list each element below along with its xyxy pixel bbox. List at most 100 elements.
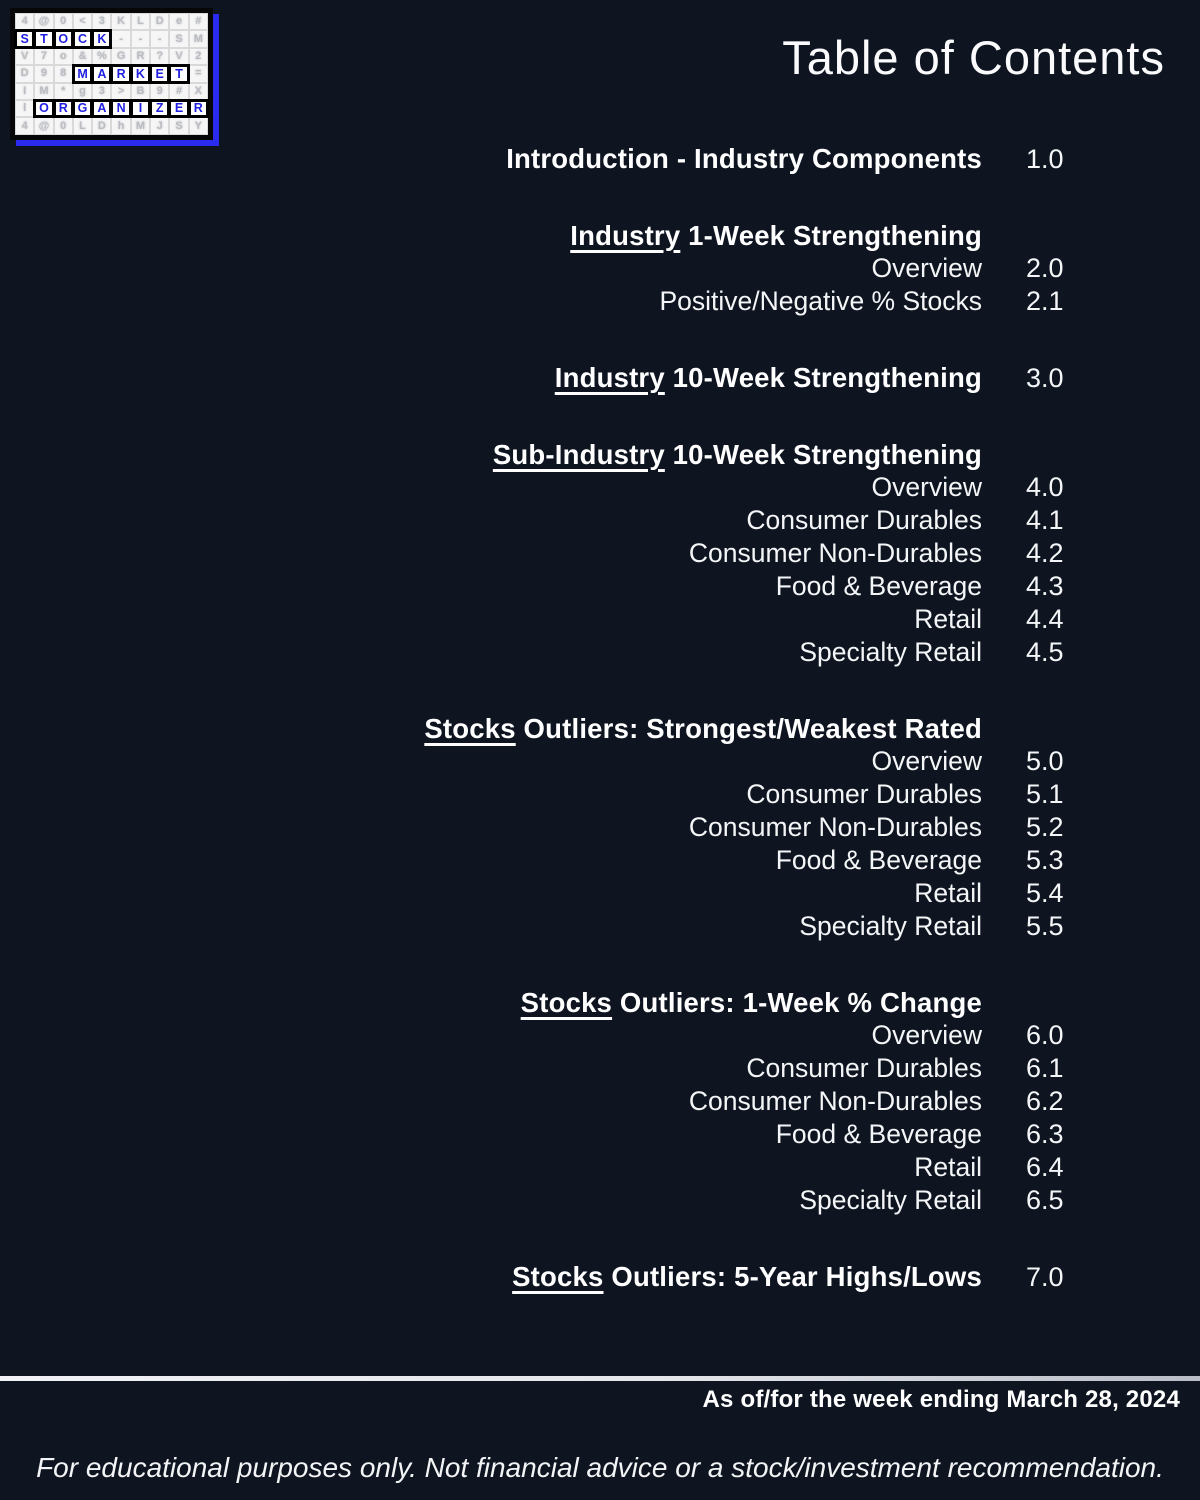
toc-page-number: 5.1 xyxy=(1026,779,1064,809)
toc-page-number: 4.1 xyxy=(1026,505,1064,535)
logo-bg-cell: V xyxy=(16,48,34,65)
logo-bg-cell: 4 xyxy=(16,118,34,134)
logo-bg-cell: L xyxy=(73,118,92,134)
logo-letter-cell: Z xyxy=(149,98,171,119)
toc-heading-underlined-word: Industry xyxy=(570,220,681,251)
logo-bg-cell: l xyxy=(16,100,34,117)
logo-bg-cell: G xyxy=(112,48,130,65)
logo-bg-cell: 9 xyxy=(35,66,53,82)
logo-letter-cell: R xyxy=(187,98,210,119)
toc: Introduction - Industry Components 1.0 Ind… xyxy=(0,142,1065,1294)
logo-bg-cell: 3 xyxy=(93,14,111,30)
logo-bg-cell: I xyxy=(16,83,34,99)
toc-item-label: Consumer Durables xyxy=(746,1053,982,1083)
toc-item: Consumer Non-Durables 6.2 xyxy=(0,1085,1065,1118)
logo-bg-cell: 9 xyxy=(151,83,169,99)
toc-item: Consumer Non-Durables 5.2 xyxy=(0,811,1065,844)
toc-heading-label: Stocks Outliers: 5-Year Highs/Lows xyxy=(0,1260,982,1293)
logo-letter-cell: G xyxy=(71,98,94,119)
toc-heading-label: Sub-Industry 10-Week Strengthening xyxy=(0,438,982,471)
toc-page-number: 4.4 xyxy=(1026,604,1064,634)
toc-item: Food & Beverage 5.3 xyxy=(0,844,1065,877)
logo-letter-cell: C xyxy=(71,29,94,49)
logo-bg-cell: D xyxy=(16,66,34,82)
toc-section-heading: Industry 1-Week Strengthening xyxy=(0,219,1065,252)
logo-letter-cell: A xyxy=(91,64,113,84)
logo-bg-cell: # xyxy=(170,83,188,99)
disclaimer-text: For educational purposes only. Not finan… xyxy=(36,1452,1164,1483)
toc-item-label: Consumer Non-Durables xyxy=(688,812,982,842)
logo-bg-cell: 0 xyxy=(54,118,72,134)
logo-letter-cell: T xyxy=(168,64,190,84)
logo-bg-cell: g xyxy=(73,83,92,99)
toc-page-number: 3.0 xyxy=(1026,363,1064,393)
toc-item-label: Specialty Retail xyxy=(799,911,982,941)
logo-bg-cell: e xyxy=(170,14,188,30)
toc-item-label: Positive/Negative % Stocks xyxy=(659,286,982,316)
logo-bg-cell: M xyxy=(131,118,150,134)
logo-bg-cell: o xyxy=(54,48,72,65)
toc-item-label: Retail xyxy=(914,878,982,908)
logo-bg-cell: Y xyxy=(189,118,207,134)
logo-letter-cell: R xyxy=(110,64,132,84)
logo-bg-cell: D xyxy=(151,14,169,30)
logo-letter-cell: S xyxy=(13,29,36,49)
logo-bg-cell: - xyxy=(131,31,150,47)
toc-page-number: 4.5 xyxy=(1026,637,1064,667)
logo-bg-cell: & xyxy=(73,48,92,65)
toc-page-number: 4.2 xyxy=(1026,538,1064,568)
toc-item-label: Consumer Non-Durables xyxy=(688,1086,982,1116)
toc-heading-underlined-word: Stocks xyxy=(520,987,613,1018)
toc-page-number: 5.2 xyxy=(1026,812,1064,842)
toc-heading-text: Outliers: 1-Week % Change xyxy=(612,987,982,1018)
toc-heading-label: Stocks Outliers: Strongest/Weakest Rated xyxy=(0,712,982,745)
toc-page-number: 6.1 xyxy=(1026,1053,1064,1083)
logo-bg-cell: # xyxy=(189,14,207,30)
toc-page-number: 6.0 xyxy=(1026,1020,1064,1050)
toc-item: Retail 4.4 xyxy=(0,603,1065,636)
toc-heading-text: Introduction - Industry Components xyxy=(506,143,982,174)
toc-section-heading: Stocks Outliers: 5-Year Highs/Lows 7.0 xyxy=(0,1260,1065,1294)
toc-item-label: Food & Beverage xyxy=(775,845,982,875)
logo-bg-cell: 3 xyxy=(93,83,111,99)
toc-item: Overview 4.0 xyxy=(0,471,1065,504)
toc-page-number: 1.0 xyxy=(1026,144,1064,174)
toc-item-label: Specialty Retail xyxy=(799,637,982,667)
toc-page-number: 6.4 xyxy=(1026,1152,1064,1182)
logo-bg-cell: @ xyxy=(35,118,53,134)
logo-bg-cell: 0 xyxy=(54,14,72,30)
toc-item-label: Overview xyxy=(871,746,982,776)
page-title: Table of Contents xyxy=(782,31,1165,84)
as-of-date: As of/for the week ending March 28, 2024 xyxy=(702,1386,1180,1413)
toc-item-label: Retail xyxy=(914,1152,982,1182)
toc-item: Specialty Retail 4.5 xyxy=(0,636,1065,669)
toc-item: Positive/Negative % Stocks 2.1 xyxy=(0,285,1065,318)
logo-bg-cell: = xyxy=(189,66,207,82)
toc-page-number: 6.5 xyxy=(1026,1185,1064,1215)
logo-letter-cell: K xyxy=(91,29,113,49)
logo-letter-cell: O xyxy=(52,29,74,49)
logo-letter-cell: I xyxy=(129,98,152,119)
toc-page-number: 6.3 xyxy=(1026,1119,1064,1149)
toc-section-heading: Stocks Outliers: 1-Week % Change xyxy=(0,986,1065,1019)
logo-bg-cell: - xyxy=(151,31,169,47)
toc-heading-label: Industry 10-Week Strengthening xyxy=(0,361,982,394)
logo-bg-cell: S xyxy=(170,31,188,47)
toc-heading-underlined-word: Stocks xyxy=(424,713,516,744)
toc-item: Overview 2.0 xyxy=(0,252,1065,285)
toc-item: Specialty Retail 5.5 xyxy=(0,910,1065,943)
logo-bg-cell: h xyxy=(112,118,130,134)
toc-section-heading: Sub-Industry 10-Week Strengthening xyxy=(0,438,1065,471)
toc-page-number: 5.0 xyxy=(1026,746,1064,776)
toc-heading-label: Introduction - Industry Components xyxy=(0,142,982,175)
logo-letter-cell: N xyxy=(110,98,132,119)
toc-item-label: Consumer Durables xyxy=(746,505,982,535)
toc-heading-underlined-word: Sub-Industry xyxy=(492,439,665,470)
toc-item: Consumer Non-Durables 4.2 xyxy=(0,537,1065,570)
toc-heading-text: 10-Week Strengthening xyxy=(664,439,982,470)
toc-item: Retail 5.4 xyxy=(0,877,1065,910)
logo-bg-cell: 4 xyxy=(16,14,34,30)
toc-heading-text: 10-Week Strengthening xyxy=(664,362,982,393)
logo-bg-cell: * xyxy=(54,83,72,99)
